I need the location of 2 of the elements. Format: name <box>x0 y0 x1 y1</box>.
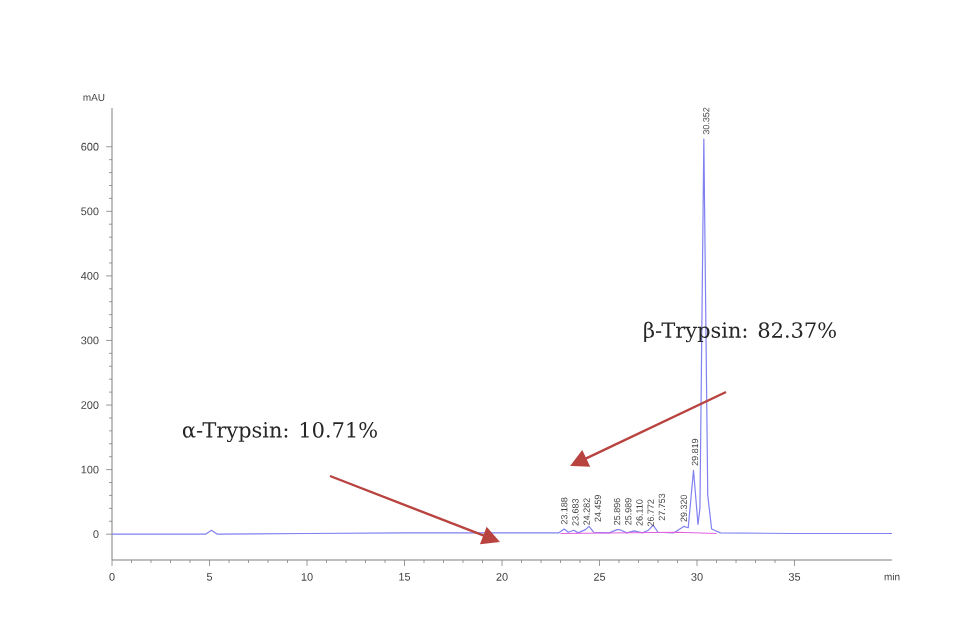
annotation: α-Trypsin: 10.71% <box>182 421 377 443</box>
annotation: β-Trypsin: 82.37% <box>644 321 836 343</box>
